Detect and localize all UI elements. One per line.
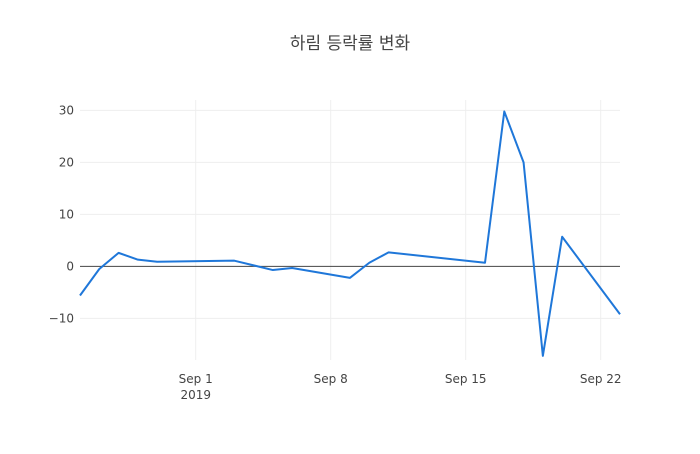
y-tick-label: 0	[66, 259, 74, 273]
chart-title: 하림 등락률 변화	[290, 34, 411, 54]
y-tick-label: −10	[49, 311, 74, 325]
grid-lines	[80, 100, 620, 360]
x-tick-sublabel: 2019	[180, 388, 211, 402]
y-axis-ticks: 30 20 10 0 −10	[49, 103, 74, 325]
x-tick-label: Sep 1	[179, 372, 213, 386]
series-group	[79, 110, 621, 357]
y-tick-label: 20	[59, 155, 74, 169]
x-tick-label: Sep 15	[445, 372, 487, 386]
series-line	[79, 110, 621, 357]
x-tick-label: Sep 8	[314, 372, 348, 386]
y-tick-label: 10	[59, 207, 74, 221]
y-tick-label: 30	[59, 103, 74, 117]
x-tick-label: Sep 22	[580, 372, 622, 386]
x-axis-ticks: Sep 1 2019 Sep 8 Sep 15 Sep 22	[179, 372, 622, 402]
